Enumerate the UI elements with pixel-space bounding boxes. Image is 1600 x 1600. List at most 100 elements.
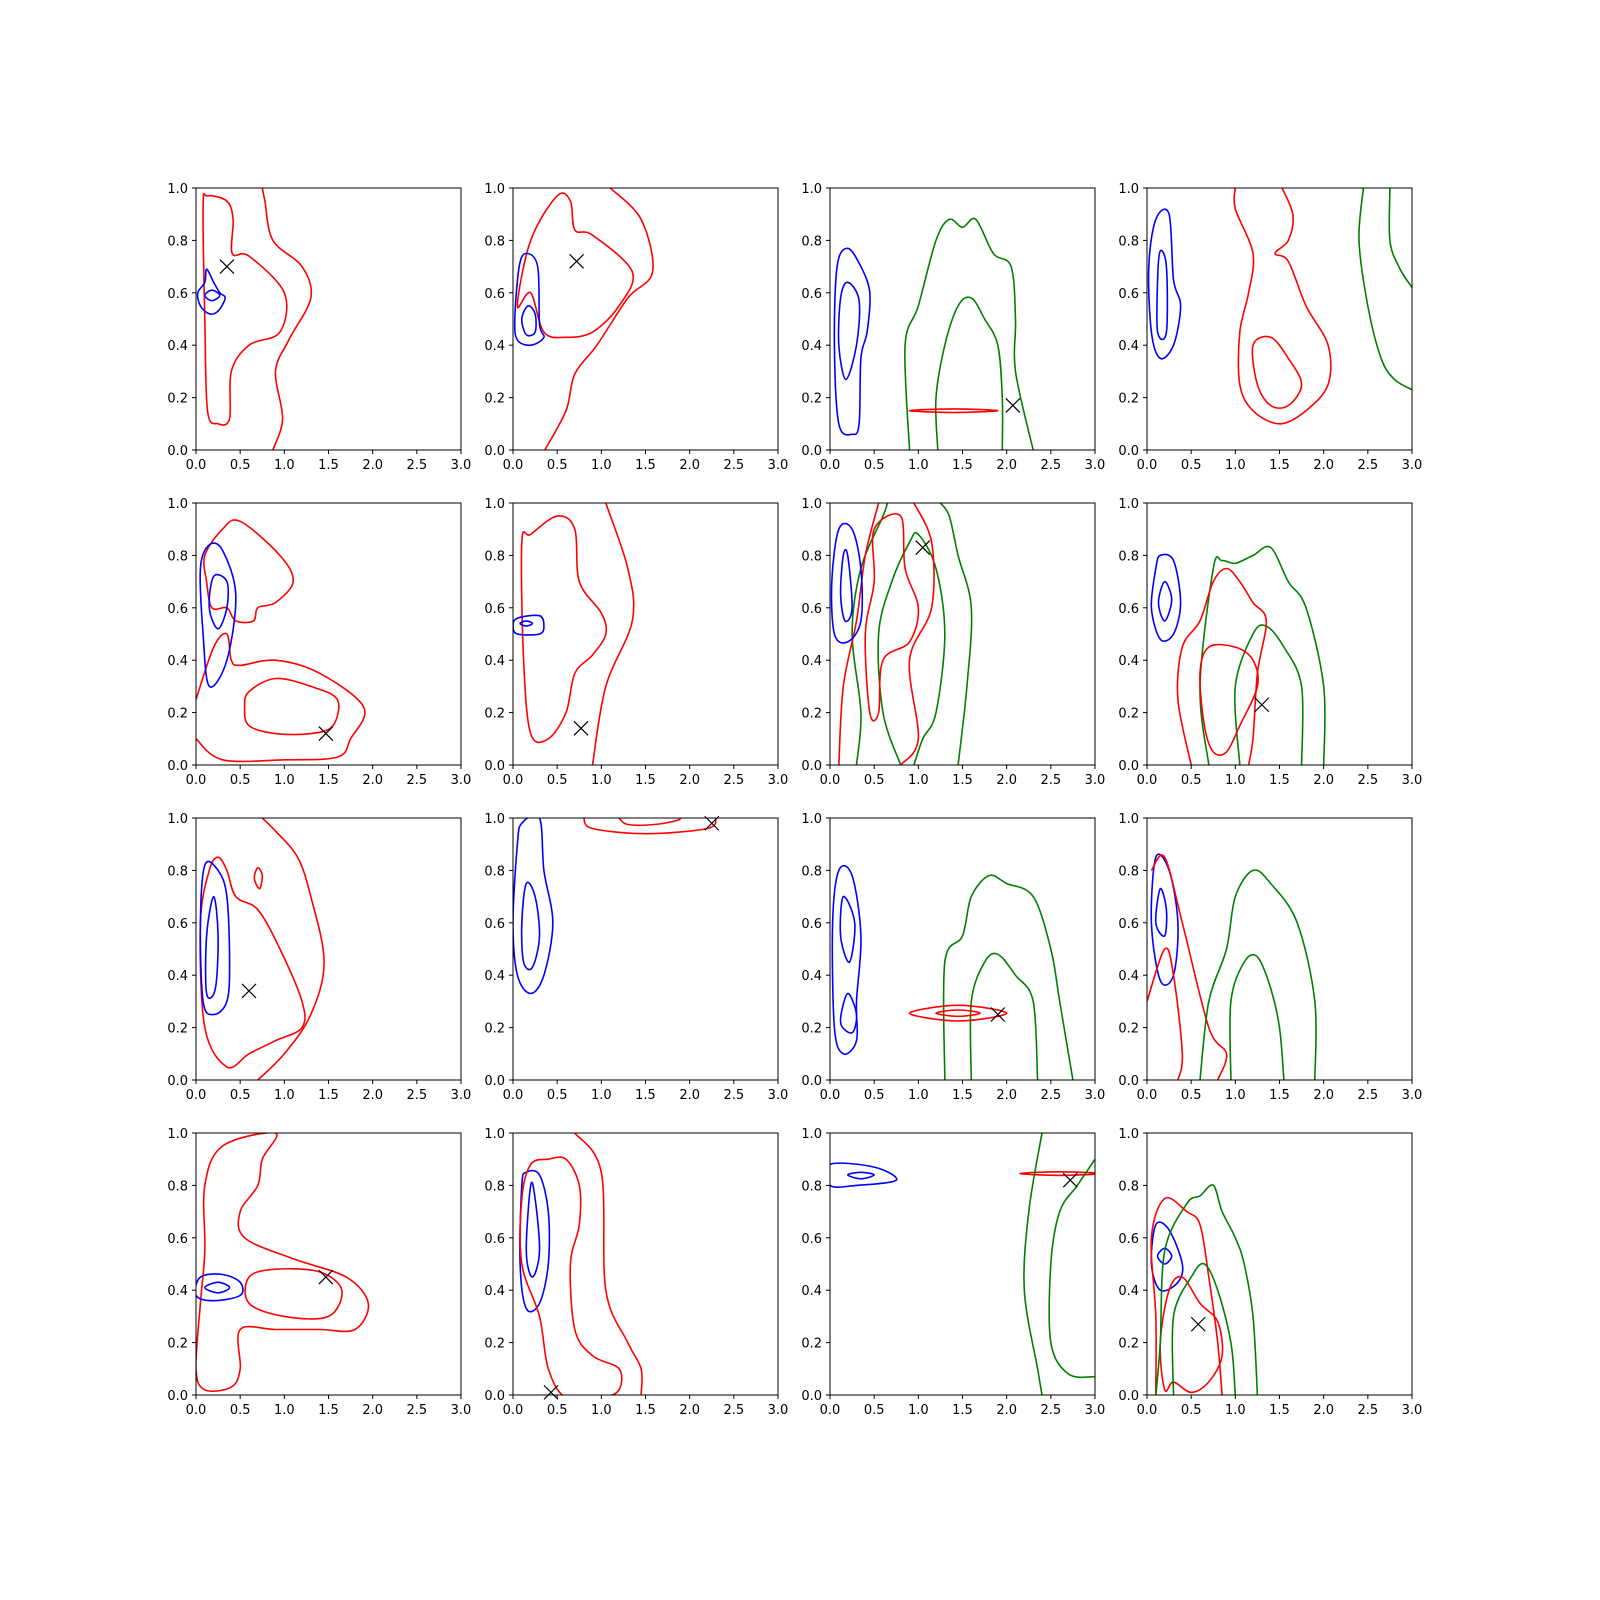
y-tick-label: 0.4: [167, 1284, 188, 1299]
red-contour-line: [253, 867, 264, 890]
y-tick-label: 0.4: [1118, 654, 1139, 669]
blue-contour-line: [830, 522, 864, 644]
x-tick-label: 0.5: [547, 458, 568, 473]
blue-contour-line: [1156, 1247, 1173, 1265]
blue-contour-line: [1156, 249, 1169, 341]
y-tick-label: 1.0: [167, 182, 188, 197]
x-tick-label: 0.5: [864, 458, 885, 473]
y-tick-label: 1.0: [484, 497, 505, 512]
contour-layer: [196, 1133, 370, 1392]
contour-layer: [1150, 545, 1326, 765]
x-tick-label: 3.0: [1402, 458, 1423, 473]
y-tick-label: 0.8: [484, 549, 505, 564]
x-tick-label: 0.5: [230, 1403, 251, 1418]
x-tick-label: 3.0: [1402, 773, 1423, 788]
y-tick-label: 0.4: [1118, 1284, 1139, 1299]
blue-contour-line: [1147, 208, 1182, 360]
green-contour-line: [877, 531, 946, 765]
x-marker: [241, 983, 257, 999]
red-contour-line: [1199, 643, 1259, 756]
y-tick-label: 0.6: [167, 602, 188, 617]
red-contour-line: [203, 519, 295, 624]
x-tick-label: 0.0: [1137, 458, 1158, 473]
y-tick-label: 0.2: [167, 707, 188, 722]
x-tick-label: 3.0: [451, 1403, 472, 1418]
red-contour-line: [196, 632, 366, 763]
blue-contour-line: [1157, 580, 1173, 622]
x-tick-label: 2.0: [1313, 458, 1334, 473]
x-tick-label: 1.5: [1269, 1088, 1290, 1103]
blue-contour-line: [839, 992, 858, 1034]
x-tick-label: 3.0: [768, 773, 789, 788]
y-tick-label: 0.8: [1118, 234, 1139, 249]
y-tick-label: 0.0: [484, 444, 505, 459]
x-tick-label: 1.5: [952, 458, 973, 473]
blue-contour-line: [199, 542, 237, 688]
x-tick-label: 0.0: [820, 1088, 841, 1103]
x-tick-label: 2.5: [1040, 1088, 1061, 1103]
y-tick-label: 0.2: [167, 392, 188, 407]
y-tick-label: 0.2: [1118, 392, 1139, 407]
y-tick-label: 0.8: [1118, 864, 1139, 879]
y-tick-label: 1.0: [1118, 1127, 1139, 1142]
x-tick-label: 1.5: [635, 773, 656, 788]
x-tick-label: 0.5: [230, 773, 251, 788]
red-contour-line: [1176, 567, 1268, 765]
red-contour-line: [519, 1156, 623, 1395]
x-tick-label: 1.0: [908, 1088, 929, 1103]
blue-contour-line: [208, 573, 230, 630]
red-contour-line: [864, 513, 920, 722]
x-tick-label: 1.5: [318, 1088, 339, 1103]
green-contour-line: [1048, 1158, 1095, 1379]
contour-layer: [519, 1133, 643, 1395]
contour-layer: [513, 818, 717, 995]
x-marker: [1062, 1172, 1078, 1188]
blue-contour-line: [846, 1171, 875, 1180]
blue-contour-line: [199, 860, 231, 1016]
blue-contour-line: [520, 881, 541, 971]
x-tick-label: 3.0: [451, 1088, 472, 1103]
y-tick-label: 0.2: [801, 1337, 822, 1352]
y-tick-label: 0.4: [801, 654, 822, 669]
y-tick-label: 0.6: [801, 917, 822, 932]
x-tick-label: 0.0: [820, 1403, 841, 1418]
y-tick-label: 0.6: [801, 602, 822, 617]
green-contour-line: [851, 503, 889, 765]
x-tick-label: 2.5: [723, 458, 744, 473]
x-tick-label: 1.0: [1225, 1403, 1246, 1418]
contour-layer: [833, 217, 1034, 450]
x-tick-label: 2.0: [362, 458, 383, 473]
x-tick-label: 3.0: [1085, 1088, 1106, 1103]
y-tick-label: 0.2: [801, 392, 822, 407]
y-tick-label: 0.8: [484, 234, 505, 249]
y-tick-label: 0.0: [1118, 1389, 1139, 1404]
y-tick-label: 0.8: [801, 864, 822, 879]
x-tick-label: 1.5: [1269, 1403, 1290, 1418]
x-tick-label: 1.5: [952, 1088, 973, 1103]
x-tick-label: 2.5: [1040, 458, 1061, 473]
y-tick-label: 0.4: [484, 339, 505, 354]
subplot-6: 0.0 0.5 1.0 1.5 2.0 2.5 3.0 0.0 0.2 0.4 0.6 0.8 1.0: [484, 497, 788, 788]
red-contour-line: [1150, 854, 1228, 1080]
y-tick-label: 1.0: [484, 182, 505, 197]
blue-contour-line: [513, 252, 545, 347]
x-tick-label: 0.0: [186, 1403, 207, 1418]
red-contour-line: [1251, 335, 1303, 409]
x-tick-label: 2.5: [723, 1403, 744, 1418]
y-tick-label: 0.6: [484, 287, 505, 302]
x-tick-label: 0.0: [186, 1088, 207, 1103]
x-tick-label: 1.0: [1225, 458, 1246, 473]
y-tick-label: 0.8: [801, 1179, 822, 1194]
green-contour-line: [934, 296, 1004, 450]
x-tick-label: 2.5: [1357, 1088, 1378, 1103]
blue-contour-line: [204, 289, 221, 302]
red-contour-line: [574, 1133, 643, 1395]
green-contour-line: [1358, 188, 1412, 391]
x-tick-label: 0.0: [503, 458, 524, 473]
y-tick-label: 0.8: [167, 864, 188, 879]
green-contour-line: [1388, 188, 1412, 289]
x-tick-label: 1.5: [318, 1403, 339, 1418]
x-tick-label: 0.0: [1137, 773, 1158, 788]
y-tick-label: 1.0: [801, 497, 822, 512]
